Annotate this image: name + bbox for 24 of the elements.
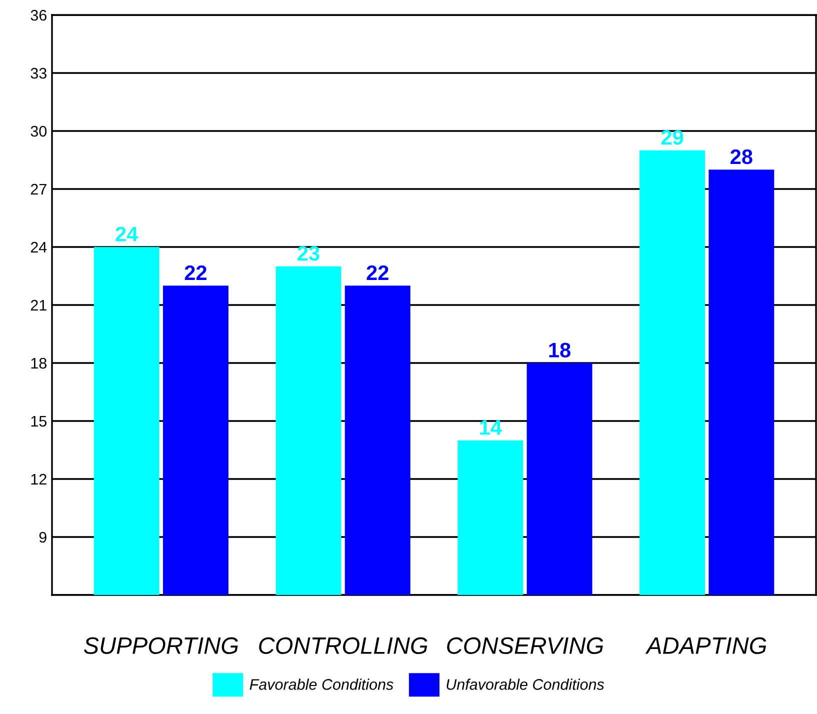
data-label: 29 bbox=[661, 130, 684, 145]
x-tick-label: ADAPTING bbox=[645, 637, 766, 654]
x-tick-label: CONSERVING bbox=[447, 637, 604, 654]
data-label: 14 bbox=[480, 420, 502, 435]
data-label: 22 bbox=[366, 265, 388, 280]
data-label: 18 bbox=[549, 342, 570, 358]
data-label: 23 bbox=[298, 246, 320, 261]
y-tick-label: 30 bbox=[30, 126, 47, 137]
x-tick-label: CONTROLLING bbox=[259, 637, 428, 654]
y-tick-label: 33 bbox=[30, 68, 46, 79]
y-tick-label: 27 bbox=[30, 184, 46, 195]
data-label: 24 bbox=[116, 226, 138, 242]
y-tick-label: 24 bbox=[30, 242, 47, 253]
y-tick-label: 18 bbox=[31, 358, 46, 369]
y-tick-label: 36 bbox=[30, 10, 46, 21]
data-label: 28 bbox=[730, 149, 752, 164]
y-tick-label: 12 bbox=[31, 474, 46, 485]
legend-label: Unfavorable Conditions bbox=[446, 678, 604, 690]
x-tick-label: SUPPORTING bbox=[84, 637, 238, 654]
data-label: 22 bbox=[184, 265, 206, 280]
y-tick-label: 15 bbox=[31, 416, 46, 427]
y-tick-label: 21 bbox=[30, 300, 46, 311]
legend-label: Favorable Conditions bbox=[250, 678, 394, 690]
y-tick-label: 9 bbox=[39, 532, 46, 543]
